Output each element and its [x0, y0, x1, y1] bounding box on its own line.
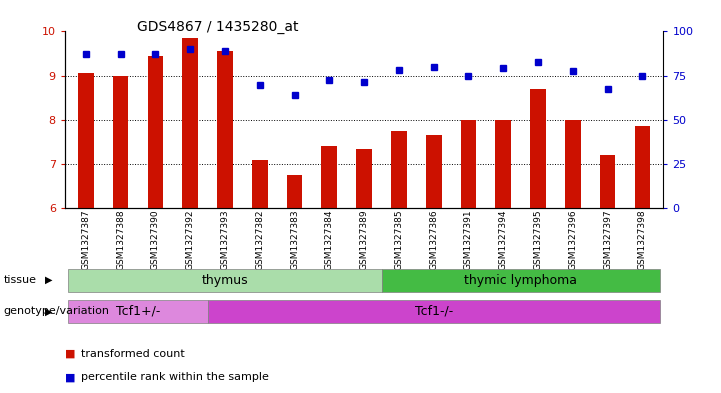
Bar: [252, 160, 267, 208]
Text: GDS4867 / 1435280_at: GDS4867 / 1435280_at: [137, 20, 298, 34]
Text: tissue: tissue: [4, 275, 37, 285]
Bar: [381, 268, 660, 292]
Text: ■: ■: [65, 372, 76, 382]
Text: ▶: ▶: [45, 307, 52, 316]
Text: genotype/variation: genotype/variation: [4, 307, 110, 316]
Bar: [565, 120, 580, 208]
Bar: [78, 73, 94, 208]
Text: Tcf1+/-: Tcf1+/-: [116, 305, 160, 318]
Bar: [287, 175, 302, 208]
Bar: [495, 120, 511, 208]
Text: Tcf1-/-: Tcf1-/-: [415, 305, 453, 318]
Bar: [391, 131, 407, 208]
Text: thymus: thymus: [202, 274, 248, 286]
Bar: [356, 149, 372, 208]
Text: ▶: ▶: [45, 275, 52, 285]
Bar: [68, 268, 381, 292]
Bar: [461, 120, 477, 208]
Bar: [600, 155, 616, 208]
Bar: [217, 51, 233, 208]
Bar: [322, 146, 337, 208]
Bar: [182, 38, 198, 208]
Bar: [426, 135, 441, 208]
Bar: [530, 89, 546, 208]
Text: percentile rank within the sample: percentile rank within the sample: [81, 372, 269, 382]
Text: ■: ■: [65, 349, 76, 359]
Bar: [208, 300, 660, 323]
Bar: [634, 127, 650, 208]
Bar: [148, 56, 163, 208]
Text: transformed count: transformed count: [81, 349, 185, 359]
Bar: [68, 300, 208, 323]
Bar: [112, 75, 128, 208]
Text: thymic lymphoma: thymic lymphoma: [464, 274, 578, 286]
